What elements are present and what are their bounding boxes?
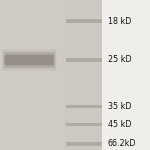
Text: 66.2kD: 66.2kD [108, 140, 136, 148]
Bar [66, 58, 102, 62]
FancyBboxPatch shape [3, 52, 55, 68]
FancyBboxPatch shape [2, 49, 56, 71]
Bar [0, 0, 63, 150]
Text: 35 kD: 35 kD [108, 102, 132, 111]
Bar [66, 123, 102, 126]
Bar [66, 105, 102, 108]
Bar [66, 19, 102, 23]
Text: 18 kD: 18 kD [108, 16, 131, 26]
Text: 25 kD: 25 kD [108, 56, 132, 64]
Text: 45 kD: 45 kD [108, 120, 132, 129]
Bar [66, 142, 102, 146]
FancyBboxPatch shape [5, 55, 54, 65]
Bar [0, 0, 102, 150]
